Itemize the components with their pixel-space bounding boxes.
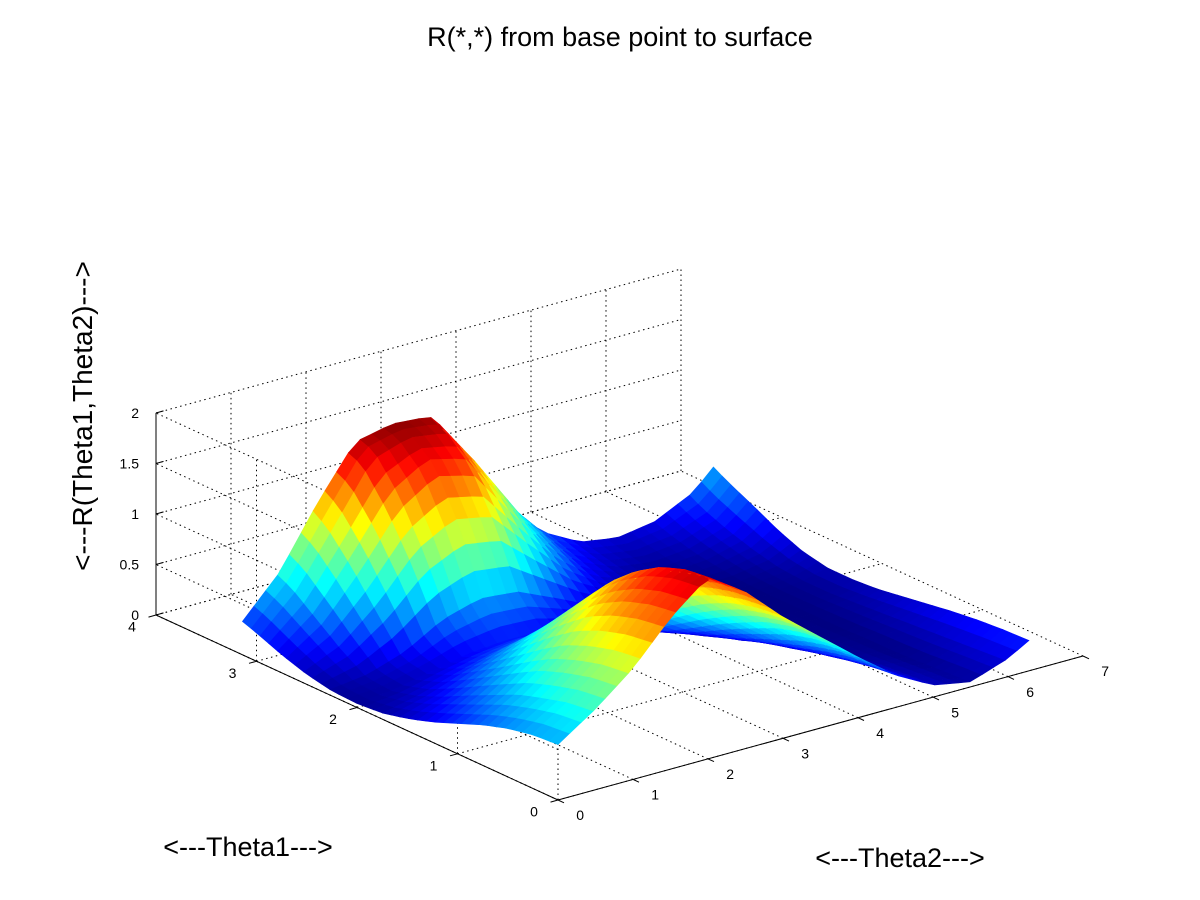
back-wall-gridline — [155, 268, 682, 414]
theta2-tick-label: 3 — [801, 746, 809, 762]
z-axis-label: <---R(Theta1,Theta2)---> — [67, 261, 98, 571]
theta2-tick — [1007, 676, 1015, 680]
r-tick — [155, 561, 164, 565]
y-axis-label: <---Theta1---> — [163, 832, 333, 862]
surface-patch — [1007, 636, 1030, 651]
theta2-tick-label: 0 — [576, 807, 584, 823]
r-tick-label: 2 — [131, 405, 139, 421]
theta1-tick-label: 2 — [329, 711, 337, 727]
r-tick — [155, 612, 164, 616]
floor-gridline — [680, 470, 1084, 657]
theta1-tick — [349, 707, 358, 711]
theta1-tick-label: 4 — [128, 619, 136, 635]
theta2-tick — [1082, 655, 1090, 660]
back-wall-gridline — [155, 420, 682, 565]
r-tick — [155, 410, 164, 414]
theta2-tick-label: 2 — [726, 766, 734, 782]
theta1-tick-label: 0 — [530, 804, 538, 820]
r-tick-label: 1.5 — [120, 456, 140, 472]
theta1-tick-label: 1 — [430, 757, 438, 773]
theta2-tick — [557, 799, 565, 804]
theta2-tick-label: 4 — [876, 725, 884, 741]
back-wall-gridline — [155, 369, 682, 515]
theta1-tick — [148, 614, 157, 618]
back-wall-gridline — [155, 319, 682, 464]
r-tick — [155, 460, 164, 464]
theta2-tick — [932, 696, 940, 701]
theta1-tick — [248, 660, 257, 664]
theta2-tick — [857, 717, 865, 721]
theta2-tick — [632, 778, 640, 783]
theta2-tick — [782, 737, 790, 742]
theta2-tick — [707, 758, 715, 763]
grid-layer — [155, 268, 1084, 801]
theta1-tick-label: 3 — [229, 665, 237, 681]
r-tick-label: 0.5 — [120, 557, 140, 573]
theta2-tick-label: 5 — [951, 704, 959, 720]
theta2-tick-label: 7 — [1101, 663, 1109, 679]
r-tick-label: 0 — [131, 607, 139, 623]
surface-layer — [241, 417, 1030, 745]
theta2-tick-label: 1 — [651, 787, 659, 803]
theta2-tick-label: 6 — [1026, 684, 1034, 700]
theta1-tick — [449, 753, 458, 757]
theta1-tick — [550, 799, 559, 803]
r-tick — [155, 511, 164, 515]
floor-gridline — [155, 470, 682, 616]
theta2-axis-line — [557, 655, 1084, 801]
r-tick-label: 1 — [131, 506, 139, 522]
chart-title: R(*,*) from base point to surface — [427, 22, 813, 52]
x-axis-label: <---Theta2---> — [815, 843, 985, 873]
